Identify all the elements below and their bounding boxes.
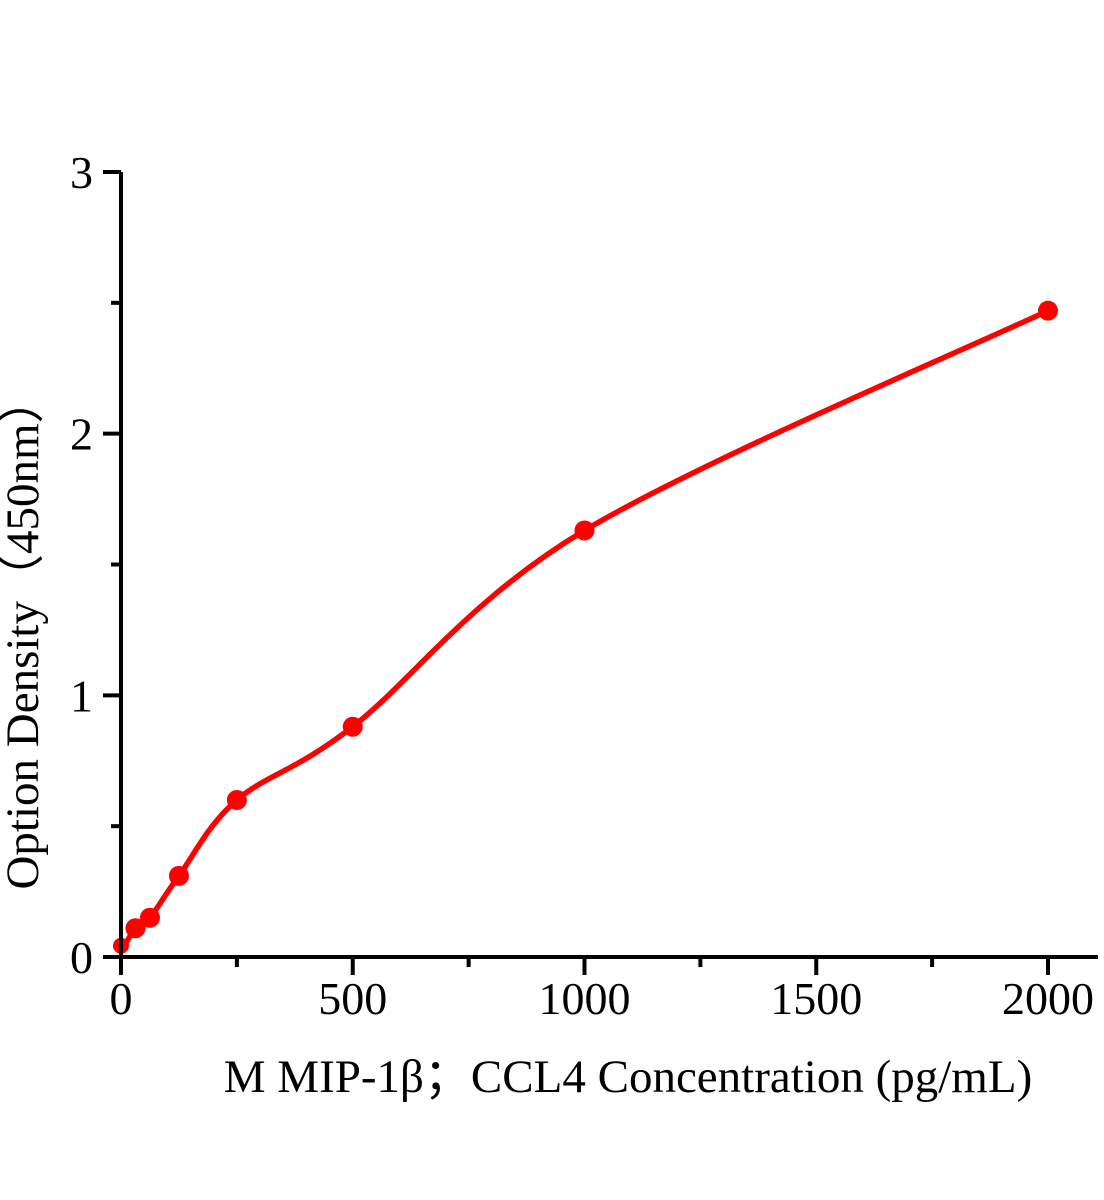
x-axis-title: M MIP-1β；CCL4 Concentration (pg/mL) bbox=[224, 1051, 1032, 1103]
y-tick-label: 3 bbox=[70, 147, 93, 198]
axes bbox=[103, 170, 1098, 975]
y-axis-title: Option Density（450nm） bbox=[0, 376, 49, 889]
x-tick-label: 500 bbox=[318, 973, 387, 1024]
data-point-marker bbox=[574, 520, 595, 541]
y-tick-label: 1 bbox=[70, 670, 93, 721]
data-point-marker bbox=[168, 865, 189, 886]
x-tick-label: 2000 bbox=[1002, 973, 1094, 1024]
x-tick-label: 1500 bbox=[770, 973, 862, 1024]
fit-curve bbox=[118, 307, 1051, 955]
data-point-marker bbox=[139, 907, 160, 928]
tick-labels: 0 500 1000 1500 2000 0 1 2 3 bbox=[70, 147, 1094, 1024]
data-point-marker bbox=[1038, 300, 1058, 321]
y-tick-label: 0 bbox=[70, 932, 93, 983]
data-point-marker bbox=[125, 918, 146, 939]
series-standard-curve bbox=[113, 300, 1058, 955]
y-tick-label: 2 bbox=[70, 409, 93, 460]
data-point-marker bbox=[226, 790, 247, 810]
x-tick-label: 1000 bbox=[539, 973, 631, 1024]
data-point-marker bbox=[342, 716, 363, 737]
x-tick-label: 0 bbox=[110, 973, 133, 1024]
